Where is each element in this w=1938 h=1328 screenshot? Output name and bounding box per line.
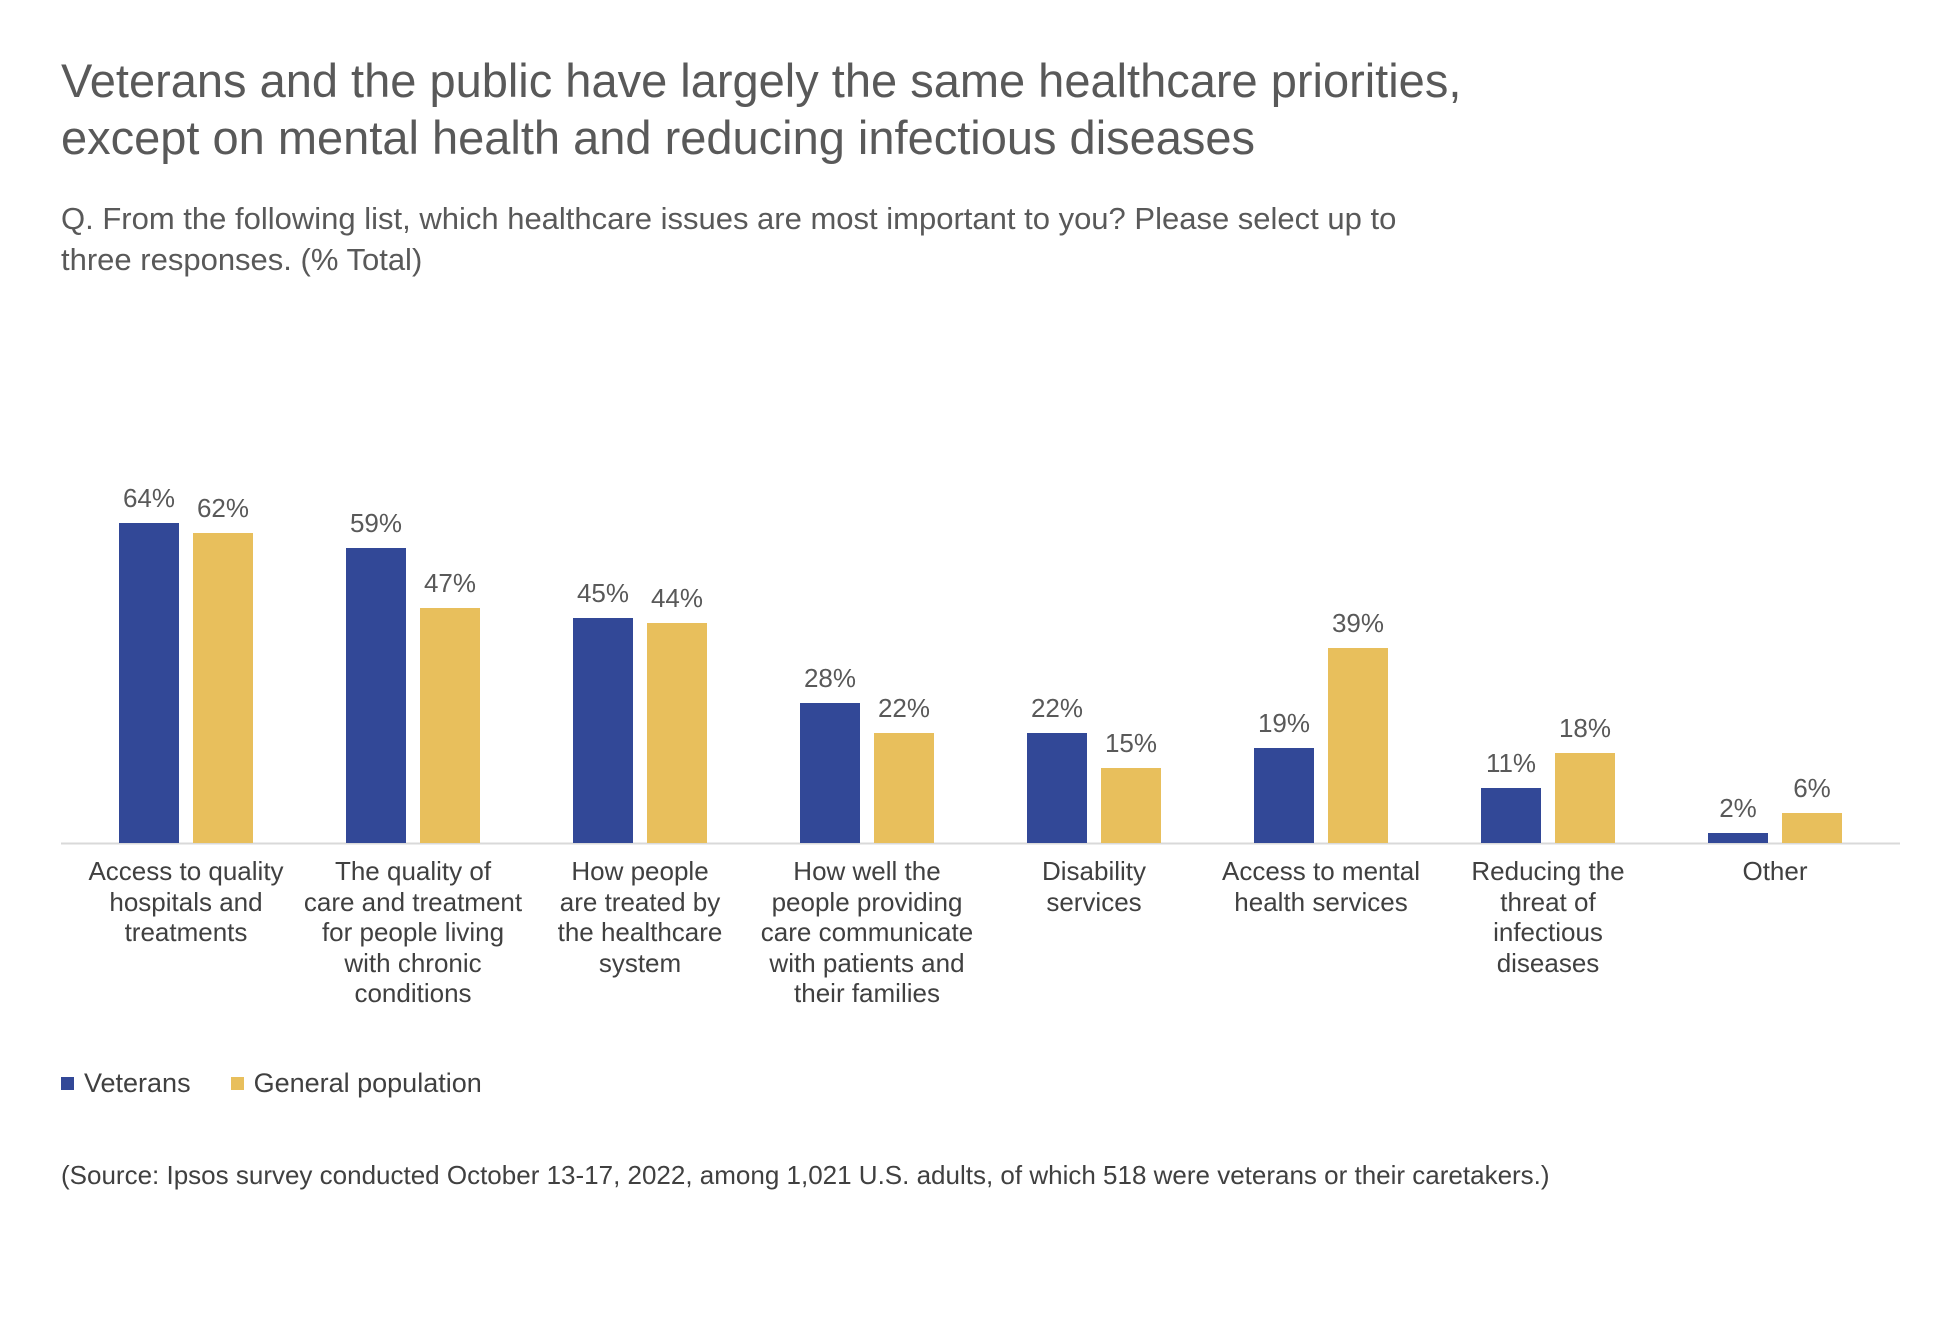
data-label-general-population-2: 44% xyxy=(651,583,703,613)
category-label-2: How people are treated by the healthcare sy… xyxy=(524,856,756,978)
bar-veterans-3 xyxy=(800,703,860,843)
category-label-line: diseases xyxy=(1496,947,1600,978)
data-label-general-population-4: 15% xyxy=(1105,728,1157,758)
category-label-line: Other xyxy=(1742,856,1808,886)
data-label-veterans-5: 19% xyxy=(1258,708,1310,738)
category-label-6: Reducing the threat of infectious diseases xyxy=(1432,856,1664,978)
category-label-line: The quality of xyxy=(334,856,492,886)
data-label-veterans-4: 22% xyxy=(1031,693,1083,723)
category-label-line: are treated by xyxy=(559,886,721,917)
data-label-general-population-3: 22% xyxy=(878,693,930,723)
category-label-line: threat of xyxy=(1500,886,1596,917)
source-note: (Source: Ipsos survey conducted October … xyxy=(61,1160,1550,1190)
bar-veterans-4 xyxy=(1027,733,1087,843)
chart-subtitle: Q. From the following list, which health… xyxy=(61,198,1621,280)
data-label-general-population-1: 47% xyxy=(424,568,476,598)
category-label-line: with chronic xyxy=(344,947,482,978)
category-label-line: treatments xyxy=(124,917,248,947)
subtitle-line-2: three responses. (% Total) xyxy=(61,242,423,277)
title-line-2: except on mental health and reducing inf… xyxy=(61,111,1256,164)
legend-label-veterans: Veterans xyxy=(84,1068,191,1098)
legend-item-veterans: Veterans xyxy=(61,1068,191,1099)
bar-veterans-1 xyxy=(346,548,406,843)
category-label-line: services xyxy=(1046,886,1142,917)
legend: Veterans General population xyxy=(61,1068,522,1099)
bar-general-population-1 xyxy=(420,608,480,843)
category-label-line: Reducing the xyxy=(1471,856,1625,886)
bar-general-population-6 xyxy=(1555,753,1615,843)
data-label-veterans-6: 11% xyxy=(1486,748,1536,778)
category-label-5: Access to mental health services xyxy=(1205,856,1437,917)
data-label-veterans-1: 59% xyxy=(350,508,402,538)
category-label-line: with patients and xyxy=(769,947,965,978)
category-label-line: system xyxy=(598,947,682,978)
legend-swatch-veterans xyxy=(61,1077,74,1090)
bar-veterans-7 xyxy=(1708,833,1768,843)
bar-general-population-4 xyxy=(1101,768,1161,843)
data-label-veterans-0: 64% xyxy=(123,483,175,513)
bar-veterans-5 xyxy=(1254,748,1314,843)
category-label-line: health services xyxy=(1234,886,1408,917)
category-label-line: the healthcare xyxy=(557,917,723,947)
title-line-1: Veterans and the public have largely the… xyxy=(61,54,1462,107)
legend-swatch-general-population xyxy=(230,1077,244,1090)
data-label-general-population-7: 6% xyxy=(1793,773,1831,803)
category-label-0: Access to quality hospitals and treatments xyxy=(70,856,302,948)
category-label-7: Other xyxy=(1659,856,1891,887)
subtitle-line-1: Q. From the following list, which health… xyxy=(61,201,1397,236)
category-label-line: their families xyxy=(794,978,940,1008)
data-label-general-population-6: 18% xyxy=(1559,713,1611,743)
chart-title: Veterans and the public have largely the… xyxy=(61,52,1621,166)
bar-general-population-5 xyxy=(1328,648,1388,843)
bar-general-population-2 xyxy=(647,623,707,843)
category-label-line: Access to mental xyxy=(1222,856,1420,886)
legend-item-general-population: General population xyxy=(230,1068,482,1099)
category-label-line: Access to quality xyxy=(88,856,284,886)
category-label-line: How people xyxy=(571,856,709,886)
category-label-1: The quality of care and treatment for peop… xyxy=(297,856,529,1009)
bar-veterans-0 xyxy=(119,523,179,843)
category-label-line: How well the xyxy=(793,856,941,886)
bar-general-population-7 xyxy=(1782,813,1842,843)
data-label-veterans-7: 2% xyxy=(1719,793,1757,823)
category-label-3: How well the people providing care communi… xyxy=(751,856,983,1009)
category-label-line: people providing xyxy=(771,886,963,917)
bar-general-population-0 xyxy=(193,533,253,843)
bar-veterans-2 xyxy=(573,618,633,843)
bar-veterans-6 xyxy=(1481,788,1541,843)
bar-general-population-3 xyxy=(874,733,934,843)
data-label-veterans-3: 28% xyxy=(804,663,856,693)
category-label-line: conditions xyxy=(354,978,472,1008)
category-label-line: for people living xyxy=(321,917,505,947)
category-label-line: care and treatment xyxy=(303,886,523,917)
category-label-line: care communicate xyxy=(760,917,974,947)
data-label-veterans-2: 45% xyxy=(577,578,629,608)
legend-label-general-population: General population xyxy=(253,1068,482,1098)
category-label-line: Disability xyxy=(1041,856,1147,886)
category-label-4: Disability services xyxy=(978,856,1210,917)
category-label-line: infectious xyxy=(1493,917,1603,947)
data-label-general-population-5: 39% xyxy=(1332,608,1384,638)
category-label-line: hospitals and xyxy=(109,886,263,917)
data-label-general-population-0: 62% xyxy=(197,493,249,523)
